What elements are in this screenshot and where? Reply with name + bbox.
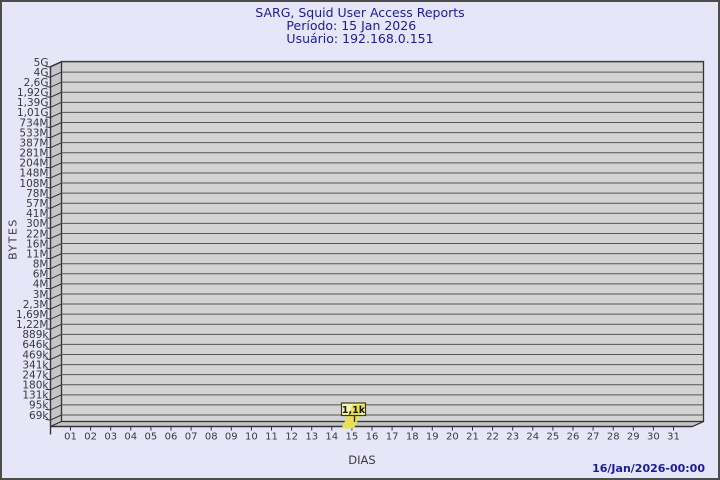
y-tick-label: 148M: [19, 168, 48, 180]
x-tick-label: 05: [145, 432, 158, 443]
x-tick-label: 25: [547, 432, 560, 443]
x-tick-label: 17: [386, 432, 399, 443]
x-tick-label: 21: [466, 432, 479, 443]
y-tick-label: 95k: [29, 400, 49, 412]
report-period: Período: 15 Jan 2026: [286, 18, 417, 33]
y-tick-label: 16M: [26, 238, 48, 250]
x-tick-label: 29: [627, 432, 640, 443]
y-tick-label: 204M: [19, 158, 48, 170]
y-tick-label: 8M: [33, 259, 49, 271]
y-tick-label: 1,22M: [16, 319, 48, 331]
y-tick-label: 22M: [26, 228, 48, 240]
y-tick-label: 30M: [26, 218, 48, 230]
y-tick-label: 41M: [26, 208, 48, 220]
y-tick-label: 734M: [19, 117, 48, 129]
x-tick-label: 28: [607, 432, 620, 443]
data-point-label-box: [340, 402, 367, 417]
x-tick-label: 19: [426, 432, 439, 443]
plot-floor: [50, 421, 704, 427]
y-tick-label: 108M: [19, 178, 48, 190]
x-tick-label: 09: [225, 432, 238, 443]
x-tick-label: 27: [587, 432, 600, 443]
x-tick-label: 10: [245, 432, 258, 443]
y-tick-label: 889k: [22, 329, 49, 341]
x-tick-label: 01: [64, 432, 77, 443]
corner-bevel: [692, 420, 704, 428]
x-tick-label: 16: [366, 432, 379, 443]
x-tick-label: 30: [647, 432, 660, 443]
y-tick-label: 387M: [19, 137, 48, 149]
y-tick-label: 3M: [33, 289, 49, 301]
x-tick-label: 23: [506, 432, 519, 443]
x-tick-label: 22: [486, 432, 499, 443]
x-tick-label: 02: [84, 432, 97, 443]
y-tick-label: 2,3M: [23, 299, 49, 311]
y-tick-label: 247k: [22, 369, 49, 381]
y-tick-label: 1,01G: [17, 107, 49, 119]
x-tick-label: 08: [205, 432, 218, 443]
y-tick-label: 4G: [34, 67, 49, 79]
report-header: SARG, Squid User Access Reports Período:…: [2, 6, 718, 45]
y-tick-label: 646k: [22, 339, 49, 351]
x-tick-label: 20: [446, 432, 459, 443]
y-tick-label: 69k: [29, 410, 49, 422]
x-tick-label: 13: [305, 432, 318, 443]
y-tick-label: 6M: [33, 269, 49, 281]
y-tick-label: 5G: [34, 57, 49, 69]
x-tick-label: 11: [265, 432, 278, 443]
x-tick-label: 07: [185, 432, 198, 443]
y-tick-label: 57M: [26, 198, 48, 210]
x-tick-label: 24: [526, 432, 539, 443]
y-axis-title: BYTES: [6, 218, 20, 260]
y-tick-label: 1,69M: [16, 309, 48, 321]
report-user: Usuário: 192.168.0.151: [286, 31, 434, 46]
x-tick-label: 26: [567, 432, 580, 443]
y-tick-label: 1,39G: [17, 97, 49, 109]
y-tick-label: 341k: [22, 359, 49, 371]
y-tick-label: 4M: [33, 279, 49, 291]
y-tick-label: 469k: [22, 349, 49, 361]
y-tick-label: 281M: [19, 148, 48, 160]
x-tick-label: 15: [346, 432, 359, 443]
report-timestamp: 16/Jan/2026-00:00: [592, 462, 705, 475]
y-tick-label: 180k: [22, 380, 49, 392]
y-tick-label: 78M: [26, 188, 48, 200]
x-tick-label: 18: [406, 432, 419, 443]
x-tick-label: 12: [285, 432, 298, 443]
x-tick-label: 14: [325, 432, 338, 443]
y-tick-label: 131k: [22, 390, 49, 402]
plot-face: [60, 60, 705, 423]
data-point-bar: [341, 404, 366, 429]
x-tick-label: 04: [124, 432, 137, 443]
y-tick-label: 11M: [26, 248, 48, 260]
y-tick-label: 2,6G: [24, 77, 49, 89]
report-title: SARG, Squid User Access Reports: [255, 5, 465, 20]
y-tick-label: 533M: [19, 127, 48, 139]
x-axis-title: DIAS: [348, 453, 376, 467]
y-tick-label: 1,92G: [17, 87, 49, 99]
x-tick-label: 31: [667, 432, 680, 443]
x-tick-label: 03: [104, 432, 117, 443]
x-tick-label: 06: [165, 432, 178, 443]
data-point-label: 1,1k: [342, 405, 366, 416]
report-subtitles: Período: 15 Jan 2026 Usuário: 192.168.0.…: [2, 19, 718, 45]
